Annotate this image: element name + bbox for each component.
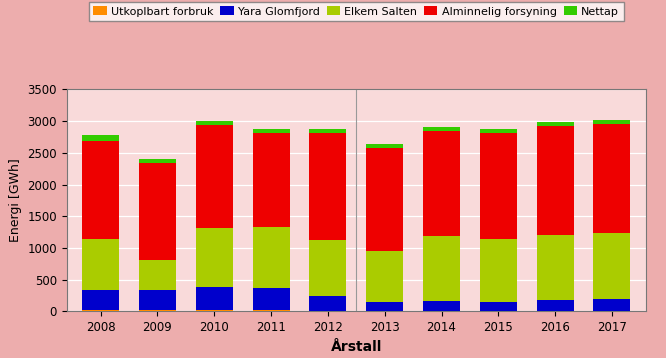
Bar [366, 251, 403, 302]
Bar [480, 133, 517, 240]
Bar [366, 302, 403, 311]
Bar [593, 233, 631, 299]
Bar [423, 236, 460, 301]
Bar [196, 125, 232, 228]
Bar [252, 288, 290, 310]
Bar [537, 300, 573, 311]
Bar [480, 240, 517, 302]
Bar [82, 141, 119, 239]
Bar [252, 132, 290, 227]
Bar [139, 260, 176, 290]
Legend: Utkoplbart forbruk, Yara Glomfjord, Elkem Salten, Alminnelig forsyning, Nettap: Utkoplbart forbruk, Yara Glomfjord, Elke… [89, 2, 623, 21]
Bar [366, 148, 403, 251]
Bar [82, 310, 119, 311]
Bar [196, 287, 232, 310]
Bar [252, 227, 290, 288]
Bar [310, 296, 346, 311]
Bar [423, 127, 460, 131]
Bar [310, 133, 346, 241]
Bar [593, 299, 631, 311]
Bar [423, 301, 460, 311]
Bar [310, 241, 346, 296]
Bar [196, 121, 232, 125]
Bar [139, 310, 176, 311]
Bar [139, 159, 176, 163]
Bar [593, 124, 631, 233]
Bar [537, 235, 573, 300]
Bar [366, 144, 403, 148]
Bar [82, 239, 119, 290]
Bar [82, 290, 119, 310]
Bar [196, 310, 232, 311]
Bar [139, 163, 176, 260]
Bar [82, 135, 119, 141]
Bar [252, 129, 290, 132]
Y-axis label: Energi [GWh]: Energi [GWh] [9, 159, 22, 242]
Bar [196, 228, 232, 287]
Bar [537, 126, 573, 235]
Bar [139, 290, 176, 310]
Bar [423, 131, 460, 236]
Bar [537, 121, 573, 126]
Bar [593, 120, 631, 124]
X-axis label: Årstall: Årstall [330, 340, 382, 354]
Bar [480, 302, 517, 311]
Bar [252, 310, 290, 311]
Bar [480, 130, 517, 133]
Bar [310, 130, 346, 133]
